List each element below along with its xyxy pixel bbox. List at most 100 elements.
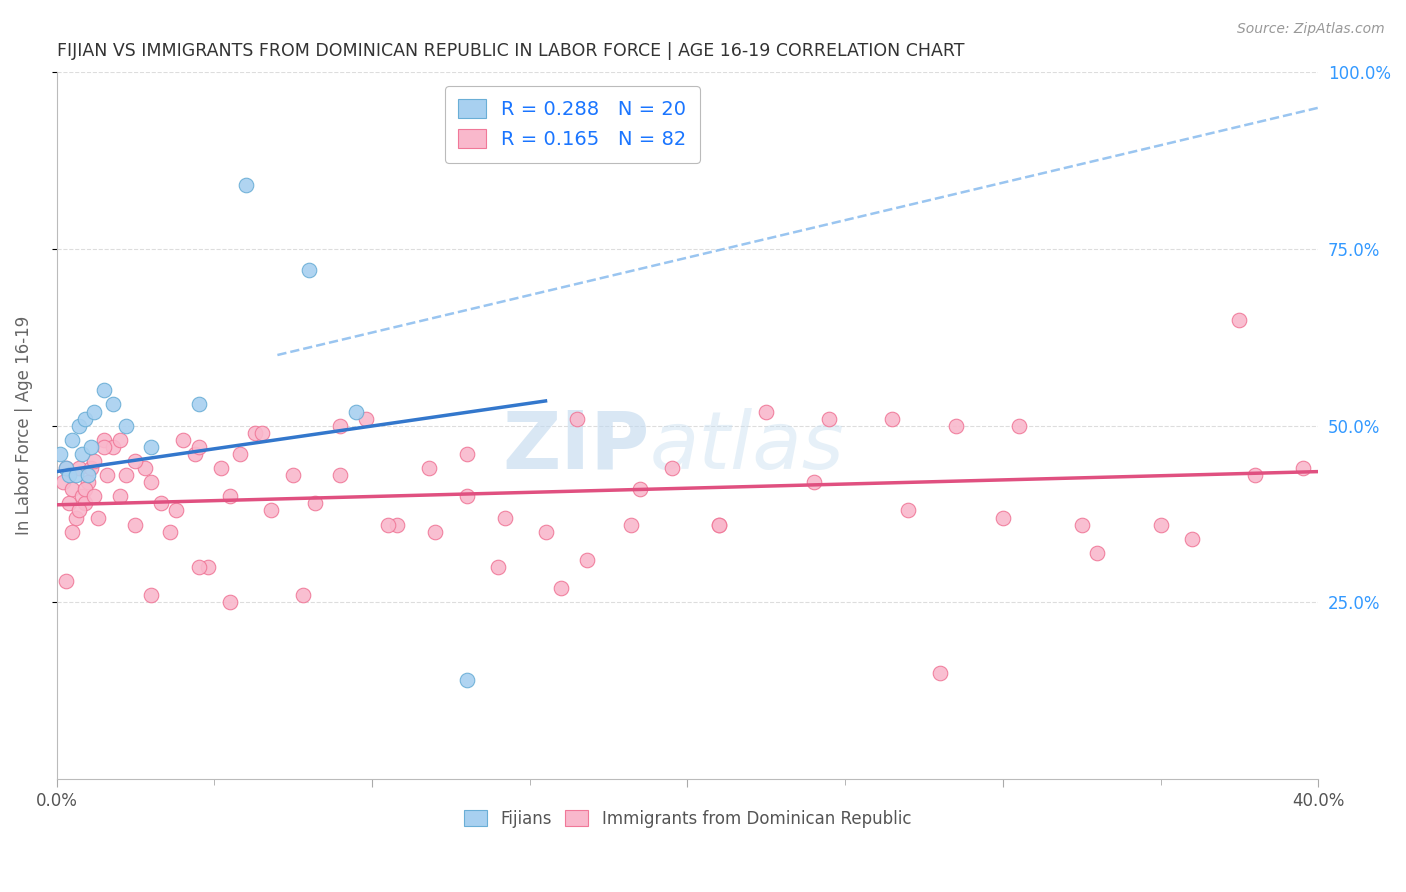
Point [103,440,125,454]
Point [283,468,305,483]
Point [49,447,72,461]
Point [124,454,146,468]
Point [96,468,118,483]
Point [65,468,87,483]
Point [134,461,156,475]
Point [58,496,80,510]
Point [184,447,207,461]
Point [60,482,83,496]
Point [115,418,138,433]
Y-axis label: In Labor Force | Age 16-19: In Labor Force | Age 16-19 [15,316,32,535]
Point [60,524,83,539]
Point [245,425,267,440]
Point [93,384,115,398]
Point [83,489,105,503]
Point [93,440,115,454]
Point [945,418,967,433]
Point [73,411,96,425]
Point [86,510,108,524]
Point [108,433,131,447]
Point [456,673,478,687]
Point [235,178,257,193]
Point [575,553,598,567]
Point [65,510,87,524]
Point [803,475,825,490]
Point [209,461,232,475]
Point [83,454,105,468]
Point [1149,517,1171,532]
Point [456,447,478,461]
Point [1229,312,1251,326]
Point [260,503,283,517]
Point [58,468,80,483]
Point [77,475,100,490]
Point [172,433,194,447]
Point [494,510,516,524]
Point [387,517,409,532]
Point [187,440,209,454]
Point [423,524,446,539]
Point [628,482,651,496]
Legend: Fijians, Immigrants from Dominican Republic: Fijians, Immigrants from Dominican Repub… [457,803,918,834]
Text: atlas: atlas [650,408,845,486]
Point [354,411,377,425]
Point [344,404,367,418]
Point [329,418,352,433]
Point [456,489,478,503]
Point [80,461,103,475]
Point [187,560,209,574]
Point [93,433,115,447]
Point [149,496,172,510]
Point [60,433,83,447]
Point [707,517,730,532]
Point [219,595,242,609]
Point [141,588,163,602]
Point [166,503,188,517]
Point [250,425,273,440]
Point [73,482,96,496]
Point [991,510,1014,524]
Point [55,574,77,588]
Point [418,461,440,475]
Point [550,581,572,595]
Point [304,496,326,510]
Point [565,411,588,425]
Point [897,503,920,517]
Point [1007,418,1029,433]
Point [141,440,163,454]
Point [882,411,904,425]
Point [159,524,181,539]
Point [108,489,131,503]
Point [707,517,730,532]
Point [329,468,352,483]
Point [1087,546,1109,560]
Point [486,560,509,574]
Text: ZIP: ZIP [502,408,650,486]
Point [661,461,683,475]
Point [52,475,75,490]
Point [818,411,841,425]
Point [80,440,103,454]
Point [620,517,643,532]
Text: FIJIAN VS IMMIGRANTS FROM DOMINICAN REPUBLIC IN LABOR FORCE | AGE 16-19 CORRELAT: FIJIAN VS IMMIGRANTS FROM DOMINICAN REPU… [56,42,965,60]
Text: Source: ZipAtlas.com: Source: ZipAtlas.com [1237,22,1385,37]
Point [1070,517,1092,532]
Point [534,524,557,539]
Point [73,496,96,510]
Point [1181,532,1204,546]
Point [928,665,950,680]
Point [67,461,90,475]
Point [298,263,321,277]
Point [197,560,219,574]
Point [1291,461,1313,475]
Point [115,468,138,483]
Point [70,489,93,503]
Point [755,404,778,418]
Point [377,517,399,532]
Point [1244,468,1267,483]
Point [55,461,77,475]
Point [67,503,90,517]
Point [124,517,146,532]
Point [228,447,250,461]
Point [291,588,314,602]
